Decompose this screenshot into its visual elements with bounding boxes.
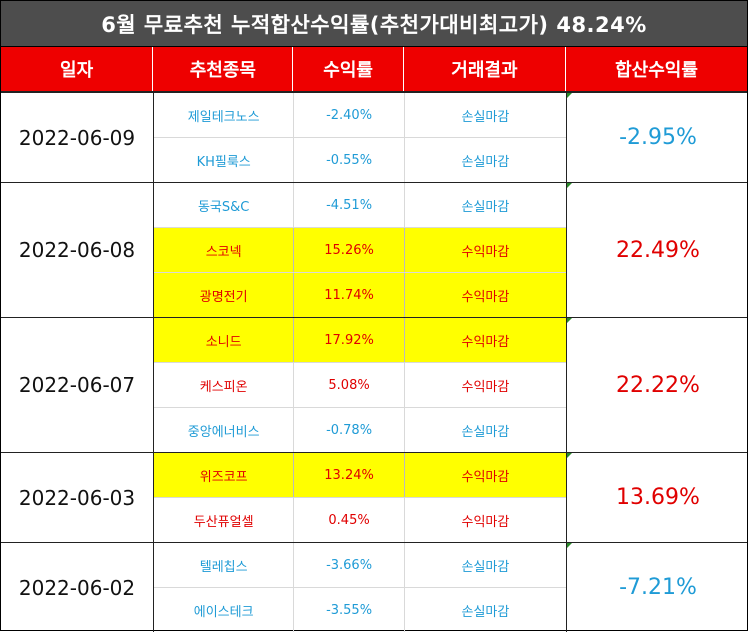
date-group: 2022-06-09 제일테크노스 -2.40% 손실마감 KH필룩스 -0.55% 손실마… (1, 93, 747, 183)
date-cell: 2022-06-09 (1, 93, 154, 182)
table-title: 6월 무료추천 누적합산수익률(추천가대비최고가) 48.24% (1, 1, 747, 46)
header-stock: 추천종목 (153, 47, 294, 91)
date-group: 2022-06-08 동국S&C -4.51% 손실마감 스코넥 15.26% 수익마감 광명… (1, 183, 747, 318)
header-row: 일자 추천종목 수익률 거래결과 합산수익률 (1, 46, 747, 93)
total-return-cell: 22.49% (567, 183, 748, 317)
total-return-cell: -2.95% (567, 93, 748, 182)
result-cell: 수익마감 (461, 514, 510, 530)
stock-name-cell: 광명전기 (154, 273, 295, 317)
comment-marker-icon (567, 93, 572, 98)
return-cell: -4.51% (294, 183, 405, 227)
stock-rows: 위즈코프 13.24% 수익마감 두산퓨얼셀 0.45% 수익마감 (154, 453, 567, 542)
total-return-value: -2.95% (619, 125, 697, 150)
header-return: 수익률 (293, 47, 404, 91)
result-cell: 수익마감 (461, 379, 510, 395)
date-cell: 2022-06-02 (1, 543, 154, 632)
total-return-value: 22.22% (616, 372, 700, 398)
stock-rows: 동국S&C -4.51% 손실마감 스코넥 15.26% 수익마감 광명전기 11.74% 수익… (154, 183, 567, 317)
comment-marker-icon (567, 183, 572, 188)
table-row: 에이스테크 -3.55% 손실마감 (154, 588, 566, 632)
result-cell: 수익마감 (404, 228, 567, 272)
result-cell: 손실마감 (461, 154, 510, 170)
table-row: 동국S&C -4.51% 손실마감 (154, 183, 566, 228)
stock-name-cell: 텔레칩스 (154, 543, 295, 587)
table-row: 중앙에너비스 -0.78% 손실마감 (154, 408, 566, 452)
total-return-cell: 22.22% (567, 318, 748, 452)
stock-name-cell: 제일테크노스 (154, 93, 295, 137)
return-cell: 17.92% (294, 318, 405, 362)
stock-rows: 제일테크노스 -2.40% 손실마감 KH필룩스 -0.55% 손실마감 (154, 93, 567, 182)
return-cell: -3.66% (294, 543, 405, 587)
table-row: 케스피온 5.08% 수익마감 (154, 363, 566, 408)
return-cell: 13.24% (294, 453, 405, 497)
total-return-cell: 13.69% (567, 453, 748, 542)
header-result: 거래결과 (404, 47, 566, 91)
date-cell: 2022-06-07 (1, 318, 154, 452)
stock-name-cell: KH필룩스 (154, 138, 295, 182)
return-cell: -0.78% (294, 408, 405, 452)
date-cell: 2022-06-03 (1, 453, 154, 542)
stock-name-cell: 위즈코프 (154, 453, 295, 497)
result-cell: 손실마감 (461, 559, 510, 575)
result-cell: 수익마감 (404, 318, 567, 362)
date-cell: 2022-06-08 (1, 183, 154, 317)
stock-name-cell: 소니드 (154, 318, 295, 362)
comment-marker-icon (567, 543, 572, 548)
return-cell: 5.08% (294, 363, 405, 407)
result-cell: 수익마감 (404, 273, 567, 317)
comment-marker-icon (567, 318, 572, 323)
total-return-value: 22.49% (616, 237, 700, 263)
result-cell: 손실마감 (461, 424, 510, 440)
table-row: 소니드 17.92% 수익마감 (154, 318, 567, 363)
header-total-return: 합산수익률 (615, 60, 698, 81)
comment-marker-icon (567, 453, 572, 458)
header-date: 일자 (1, 47, 154, 91)
stock-name-cell: 두산퓨얼셀 (154, 498, 295, 542)
date-group: 2022-06-07 소니드 17.92% 수익마감 케스피온 5.08% 수익마감 중앙에너… (1, 318, 747, 453)
table-row: 위즈코프 13.24% 수익마감 (154, 453, 567, 498)
table-row: 스코넥 15.26% 수익마감 (154, 228, 567, 273)
stock-rows: 텔레칩스 -3.66% 손실마감 에이스테크 -3.55% 손실마감 (154, 543, 567, 632)
return-cell: -0.55% (294, 138, 405, 182)
result-cell: 손실마감 (461, 109, 510, 125)
table-body: 2022-06-09 제일테크노스 -2.40% 손실마감 KH필룩스 -0.55% 손실마… (1, 93, 747, 632)
stock-rows: 소니드 17.92% 수익마감 케스피온 5.08% 수익마감 중앙에너비스 -0.78% 손실… (154, 318, 567, 452)
total-return-value: 13.69% (616, 485, 700, 510)
stock-name-cell: 스코넥 (154, 228, 295, 272)
result-cell: 손실마감 (461, 199, 510, 215)
date-group: 2022-06-03 위즈코프 13.24% 수익마감 두산퓨얼셀 0.45% 수익마감 13… (1, 453, 747, 543)
return-cell: 15.26% (294, 228, 405, 272)
table-row: 텔레칩스 -3.66% 손실마감 (154, 543, 566, 588)
return-cell: -3.55% (294, 588, 405, 632)
date-group: 2022-06-02 텔레칩스 -3.66% 손실마감 에이스테크 -3.55% 손실마감 -… (1, 543, 747, 632)
table-row: 광명전기 11.74% 수익마감 (154, 273, 567, 317)
table-row: 제일테크노스 -2.40% 손실마감 (154, 93, 566, 138)
total-return-value: -7.21% (619, 575, 697, 600)
stock-name-cell: 에이스테크 (154, 588, 295, 632)
result-cell: 손실마감 (461, 604, 510, 620)
table-row: 두산퓨얼셀 0.45% 수익마감 (154, 498, 566, 542)
stock-name-cell: 케스피온 (154, 363, 295, 407)
total-return-cell: -7.21% (567, 543, 748, 632)
return-cell: 11.74% (294, 273, 405, 317)
stock-name-cell: 중앙에너비스 (154, 408, 295, 452)
table-row: KH필룩스 -0.55% 손실마감 (154, 138, 566, 182)
return-cell: 0.45% (294, 498, 405, 542)
stock-name-cell: 동국S&C (154, 183, 295, 227)
return-cell: -2.40% (294, 93, 405, 137)
result-cell: 수익마감 (404, 453, 567, 497)
